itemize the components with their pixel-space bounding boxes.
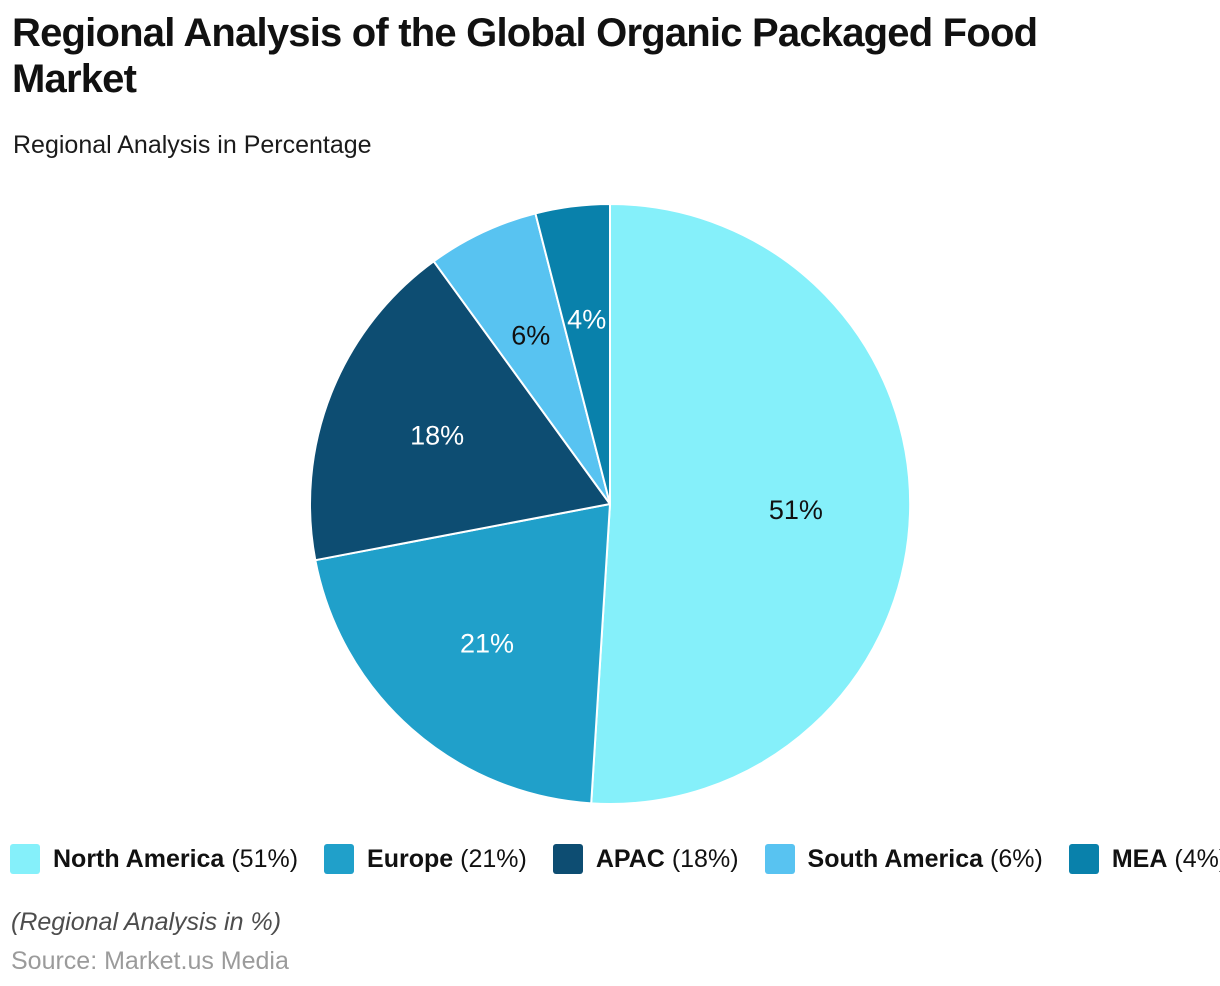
legend-value: (51%) xyxy=(231,844,299,873)
legend-label: North America xyxy=(53,844,225,873)
page-title: Regional Analysis of the Global Organic … xyxy=(12,11,1038,101)
legend-swatch-south-america xyxy=(764,844,795,874)
pie-data-label-south-america: 6% xyxy=(511,321,550,351)
legend-swatch-apac xyxy=(552,844,583,874)
legend-swatch-north-america xyxy=(10,844,40,874)
legend-swatch-mea xyxy=(1068,844,1099,874)
pie-slice-europe xyxy=(314,503,611,805)
chart-subtitle: Regional Analysis in Percentage xyxy=(13,131,372,159)
legend-swatch-europe xyxy=(324,844,355,874)
pie-data-label-apac: 18% xyxy=(410,421,464,451)
pie-data-label-north-america: 51% xyxy=(769,495,823,525)
legend-value: (4%) xyxy=(1174,844,1220,873)
pie-chart: 51% 21% 18% 6% 4% xyxy=(308,202,912,805)
legend-item-mea: MEA(4%) xyxy=(1068,844,1220,874)
pie-slice-apac xyxy=(308,260,611,562)
legend-value: (6%) xyxy=(990,844,1043,873)
chart-source: Source: Market.us Media xyxy=(11,947,289,975)
legend-value: (21%) xyxy=(460,844,527,873)
legend-label: South America xyxy=(807,844,984,873)
pie-slice-north-america xyxy=(590,203,912,805)
legend-item-europe: Europe (21%) xyxy=(324,844,527,874)
legend-label: Europe xyxy=(367,844,454,873)
pie-data-label-europe: 21% xyxy=(460,629,514,659)
legend-item-north-america: North America (51%) xyxy=(10,844,298,874)
legend-label: MEA xyxy=(1111,844,1168,873)
chart-note: (Regional Analysis in %) xyxy=(11,908,282,936)
pie-slice-mea xyxy=(534,202,611,505)
legend-label: APAC xyxy=(595,844,665,873)
legend-item-apac: APAC (18%) xyxy=(552,844,739,874)
legend-value: (18%) xyxy=(671,844,739,873)
chart-legend: North America (51%) Europe (21%) APAC (18%) So… xyxy=(10,844,1220,874)
legend-item-south-america: South America (6%) xyxy=(764,844,1043,874)
pie-data-label-mea: 4% xyxy=(567,305,606,335)
